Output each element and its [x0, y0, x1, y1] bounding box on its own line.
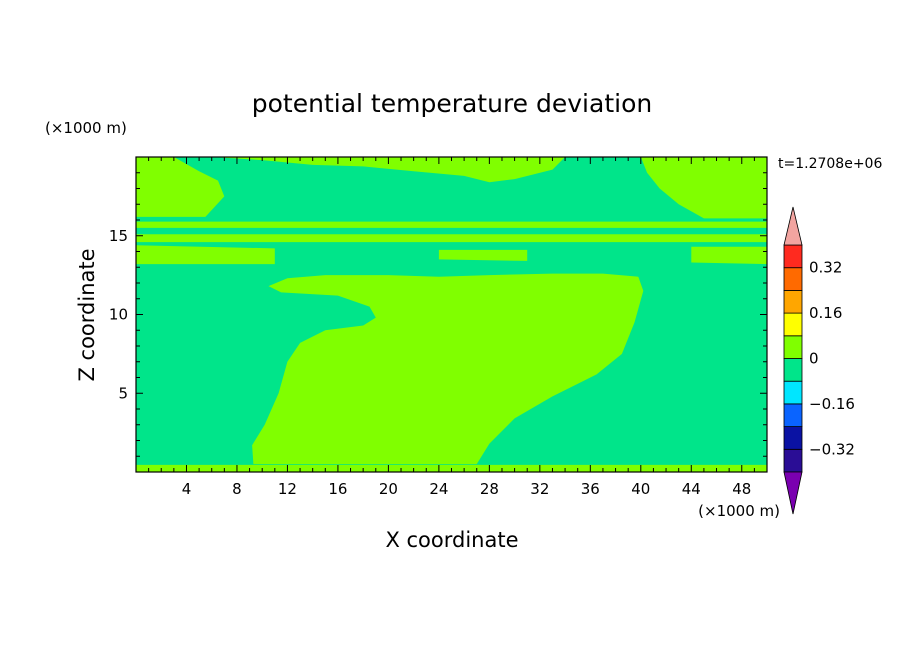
- colorbar: −0.32 −0.16 0 0.16 0.32: [783, 206, 855, 515]
- region-upper-band-2: [136, 221, 767, 228]
- x-unit-label: (×1000 m): [698, 502, 780, 520]
- y-unit-label: (×1000 m): [45, 119, 127, 137]
- chart-title: potential temperature deviation: [252, 89, 652, 118]
- region-upper-band: [136, 234, 767, 243]
- x-axis-ticks: 4 8 12 16 20 24 28 32 36 40 44 48: [148, 157, 755, 498]
- colorbar-swatch: [783, 267, 803, 291]
- colorbar-swatch: [783, 380, 803, 405]
- colorbar-swatch: [783, 358, 803, 382]
- y-tick-label: 10: [109, 306, 128, 324]
- region-stratosphere-left: [136, 157, 225, 217]
- colorbar-label: 0.16: [809, 304, 842, 322]
- colorbar-label: −0.32: [809, 440, 855, 458]
- x-tick-label: 36: [581, 480, 600, 498]
- plot-area: [135, 156, 768, 473]
- x-tick-label: 4: [182, 480, 192, 498]
- x-tick-label: 20: [379, 480, 398, 498]
- colorbar-swatch: [783, 426, 803, 450]
- colorbar-swatch: [783, 448, 803, 473]
- y-tick-label: 15: [109, 227, 128, 245]
- x-tick-label: 40: [631, 480, 650, 498]
- time-label: t=1.2708e+06: [778, 156, 882, 172]
- colorbar-label: 0: [809, 350, 819, 368]
- region-upper-strip-left: [136, 245, 275, 265]
- x-tick-label: 44: [682, 480, 701, 498]
- x-tick-label: 32: [530, 480, 549, 498]
- colorbar-under-arrow: [783, 471, 803, 515]
- region-upper-strip-right: [691, 246, 767, 265]
- x-tick-label: 8: [232, 480, 242, 498]
- y-axis-ticks: 5 10 15: [109, 172, 767, 457]
- x-tick-label: 12: [278, 480, 297, 498]
- colorbar-label: −0.16: [809, 395, 855, 413]
- colorbar-swatch: [783, 335, 803, 359]
- colorbar-swatch: [783, 244, 803, 269]
- y-tick-label: 5: [118, 384, 128, 402]
- x-axis-label: X coordinate: [385, 528, 518, 552]
- x-tick-label: 16: [328, 480, 347, 498]
- colorbar-over-arrow: [783, 206, 803, 246]
- colorbar-swatch: [783, 312, 803, 337]
- x-tick-label: 28: [480, 480, 499, 498]
- region-warm-core: [252, 273, 644, 465]
- contour-regions: [136, 157, 767, 472]
- region-stratosphere-center: [211, 157, 566, 183]
- colorbar-swatch: [783, 289, 803, 314]
- x-tick-label: 24: [429, 480, 448, 498]
- x-tick-label: 48: [732, 480, 751, 498]
- colorbar-swatch: [783, 403, 803, 427]
- colorbar-label: 0.32: [809, 259, 842, 277]
- region-upper-strip-mid: [438, 249, 528, 261]
- region-stratosphere-right: [640, 157, 767, 219]
- y-axis-label: Z coordinate: [75, 248, 99, 381]
